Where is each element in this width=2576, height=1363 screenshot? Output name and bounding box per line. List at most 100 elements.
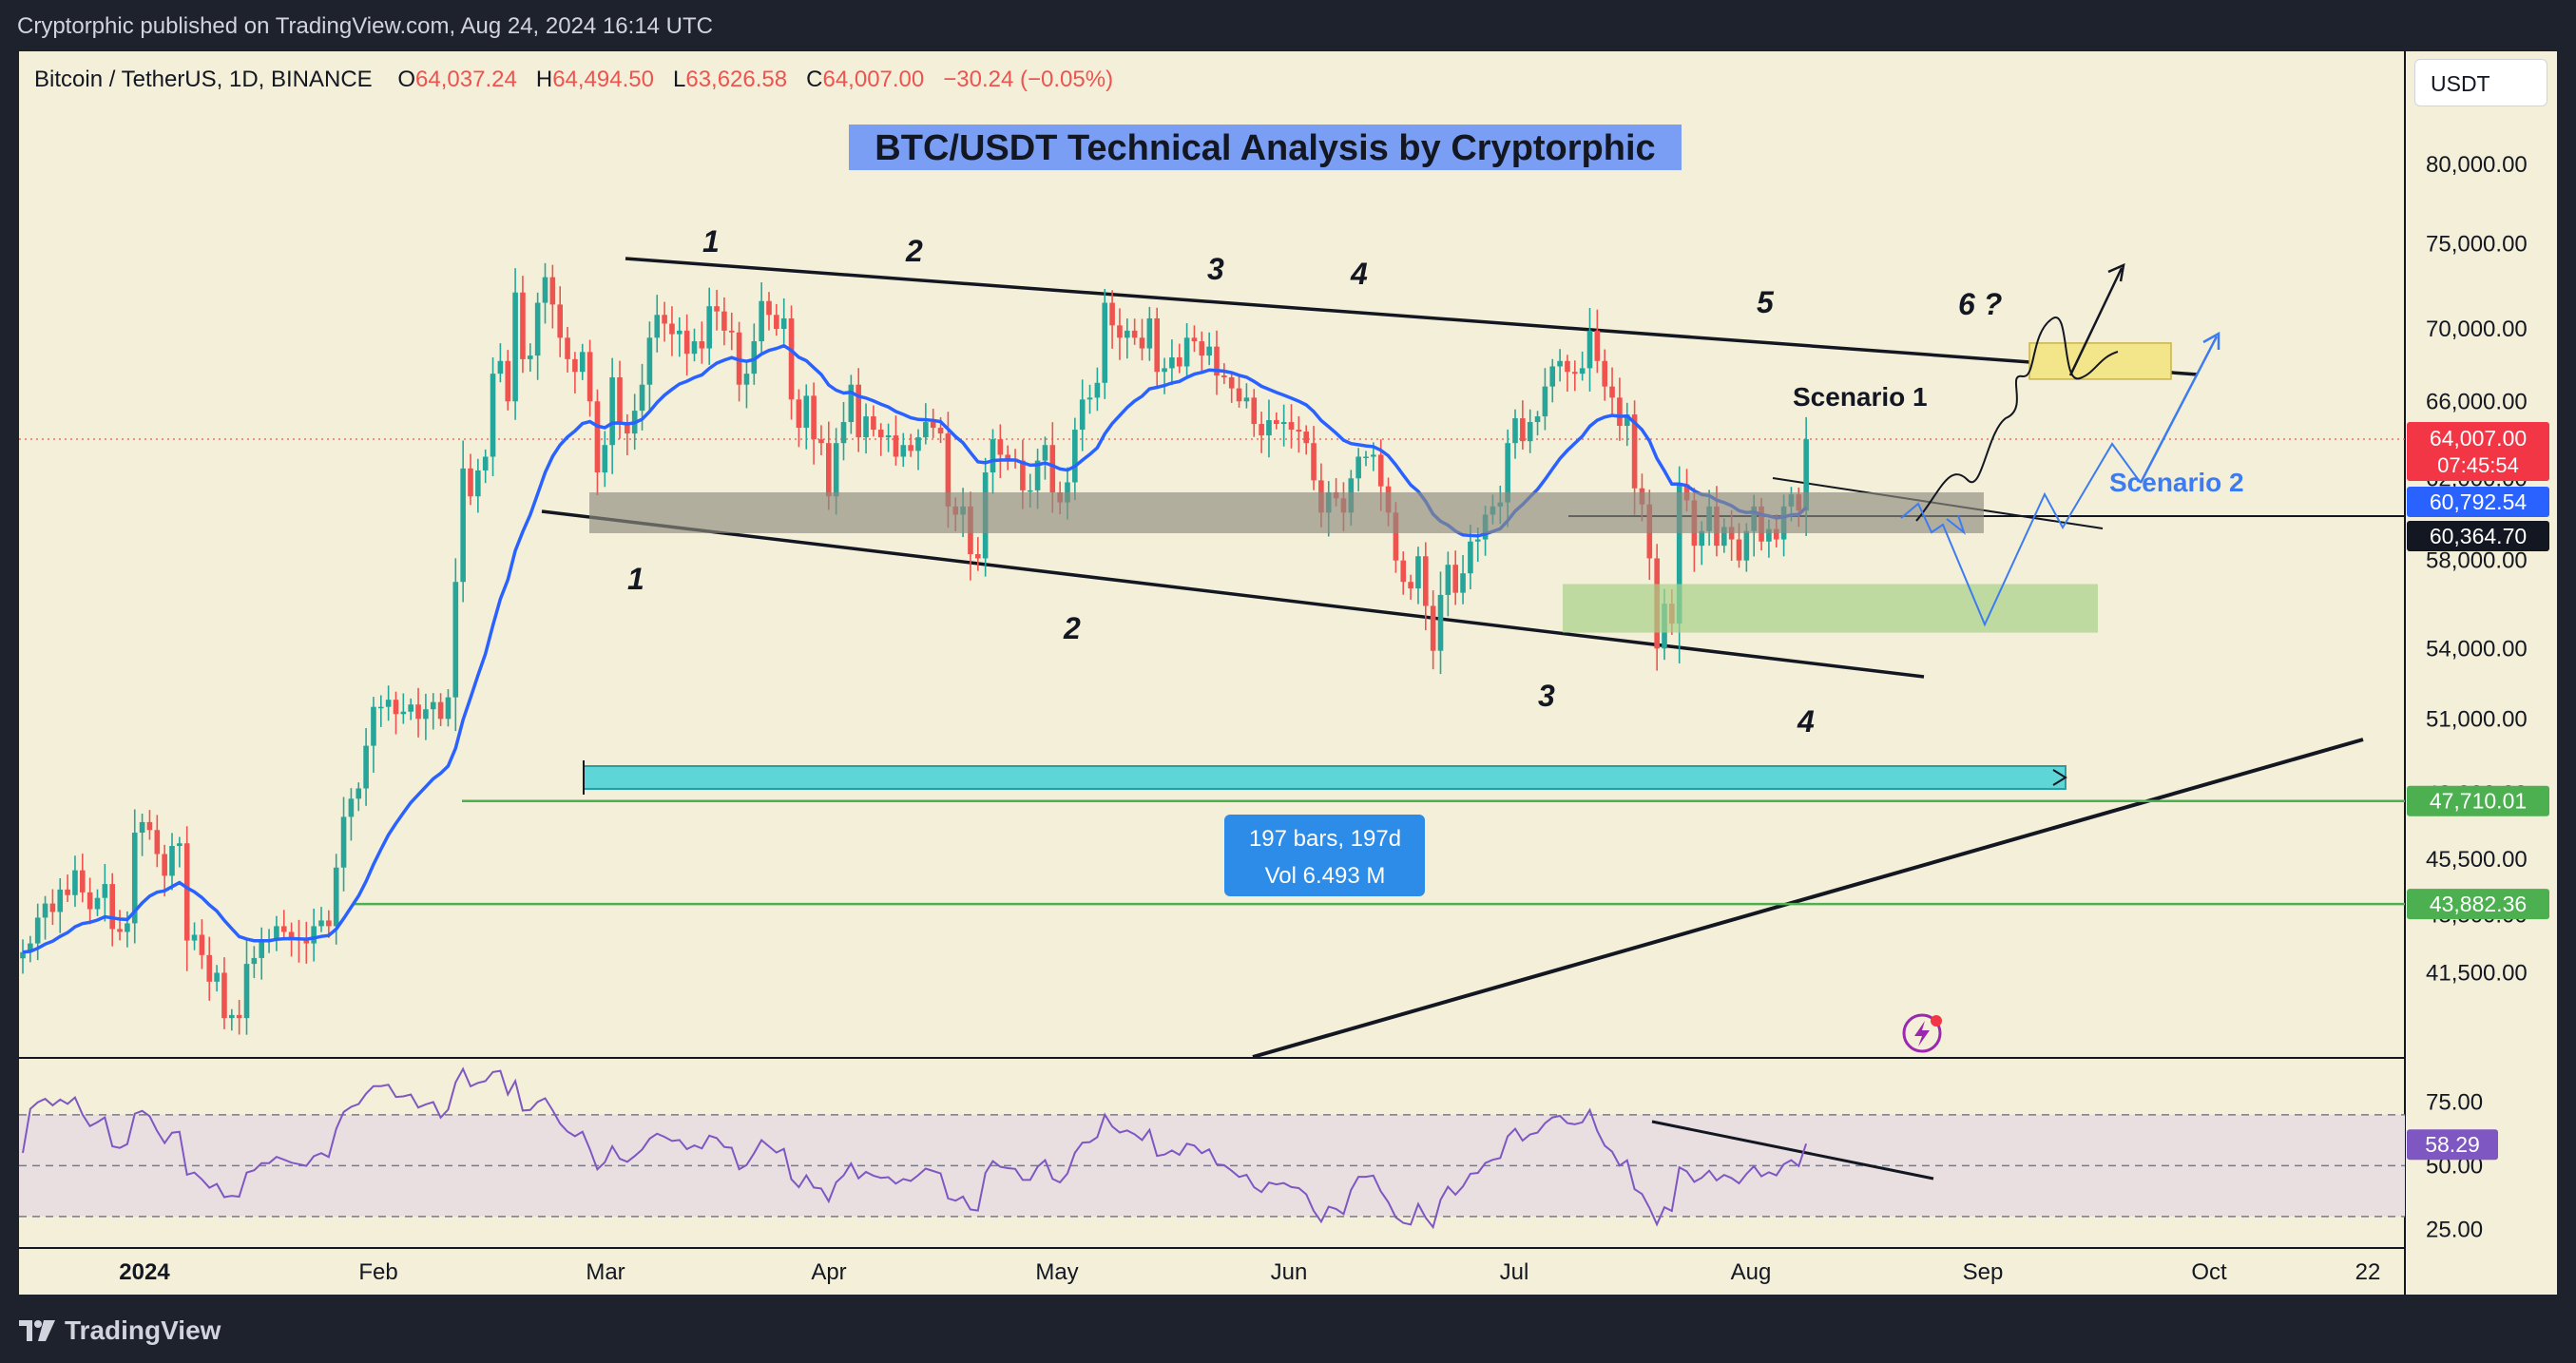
scenario-2-path [1900,442,2142,627]
candle-body [1086,397,1093,400]
candle-body [1109,302,1115,326]
candle-body [818,439,824,444]
candle-body [1236,388,1242,402]
candle-body [1131,330,1138,338]
candle-body [1102,302,1108,383]
candle-body [497,360,504,374]
brand-name: TradingView [65,1315,221,1345]
candle-body [1408,582,1413,589]
candle-body [1259,424,1264,436]
alert-icon[interactable] [1902,1013,1942,1053]
candle-body [893,435,899,457]
candle-body [743,374,750,385]
candle-body [780,317,787,330]
high-value: 64,494.50 [552,67,654,92]
candle-body [602,445,608,473]
candle-body [280,926,287,932]
candle-body [557,304,563,338]
price-tag-bg [2407,520,2549,551]
symbol-name: Bitcoin / TetherUS, 1D, BINANCE [34,67,373,92]
candle-body [42,903,48,918]
candle-body [930,422,936,429]
candle-body [1005,454,1010,459]
candle-body [183,843,190,941]
candle-body [586,352,593,402]
candle-body [1579,368,1586,374]
scenario-1-label: Scenario 1 [1793,382,1928,412]
candle-body [1027,490,1033,492]
price-tag-value: 60,364.70 [2430,524,2527,548]
candle-body [691,341,698,355]
candle-body [1393,512,1399,561]
price-tick-label: 75,000.00 [2426,232,2528,258]
candle-body [1020,460,1026,490]
candle-body [997,439,1004,455]
candle-body [1049,445,1056,492]
candle-body [1437,594,1444,651]
candle-body [528,355,533,359]
candle-body [1183,337,1190,367]
candle-body [125,923,130,932]
candle-body [915,437,921,451]
candle-body [1527,422,1533,442]
candle-body [1169,356,1175,369]
candle-body [1162,368,1167,373]
scenario-2-arrow-line [2139,336,2219,484]
candle-body [1363,456,1369,458]
candle-body [1311,443,1317,481]
candle-body [1154,317,1160,373]
candle-body [1743,530,1750,561]
candle-body [1631,414,1638,489]
candle-body [20,951,26,959]
candle-body [1243,397,1250,402]
time-axis-label: 22 [2355,1259,2381,1285]
candle-body [460,468,466,583]
candle-body [1430,605,1436,651]
candle-body [646,337,653,385]
chart-title: BTC/USDT Technical Analysis by Cryptorph… [875,128,1655,168]
demand-zone-green [1563,584,2098,633]
candle-body [1460,573,1466,593]
candle-body [236,1014,242,1019]
rsi-line [22,1066,1808,1230]
candle-body [975,554,981,559]
candle-body [72,870,78,895]
price-tick-label: 66,000.00 [2426,389,2528,414]
date-range-bar [583,765,2067,790]
open-value: 64,037.24 [415,67,517,92]
currency-button[interactable]: USDT [2414,59,2547,106]
candle-body [811,395,817,440]
candle-body [669,323,675,335]
rsi-value-tag: 58.29 [2425,1132,2480,1157]
candle-body [774,315,779,330]
publisher-line: Cryptorphic published on TradingView.com… [17,13,713,39]
candle-body [1602,360,1607,387]
candle-body [848,384,855,423]
candle-body [1228,376,1235,389]
wave-label-bottom: 3 [1538,679,1555,713]
candle-body [1617,397,1623,427]
candle-body [945,433,952,507]
scenario-2-arrowhead [2202,331,2220,350]
candle-body [1296,430,1302,432]
symbol-legend: Bitcoin / TetherUS, 1D, BINANCE O64,037.… [34,67,1113,93]
support-zone-grey [589,491,1984,533]
candle-body [1676,484,1682,624]
candle-body [94,897,101,910]
tradingview-logo[interactable]: TradingView [19,1315,221,1346]
candle-body [1474,539,1481,542]
candle-body [206,954,213,982]
candle-body [139,821,145,834]
candle-body [706,306,712,349]
candle-body [1557,360,1563,367]
candle-body [1280,422,1287,425]
candle-body [1266,420,1272,436]
candle-body [1803,439,1809,511]
candle-body [505,360,511,402]
candle-body [229,1014,235,1019]
candle-body [1415,556,1421,589]
candle-body [318,920,324,927]
candle-body [482,456,489,470]
